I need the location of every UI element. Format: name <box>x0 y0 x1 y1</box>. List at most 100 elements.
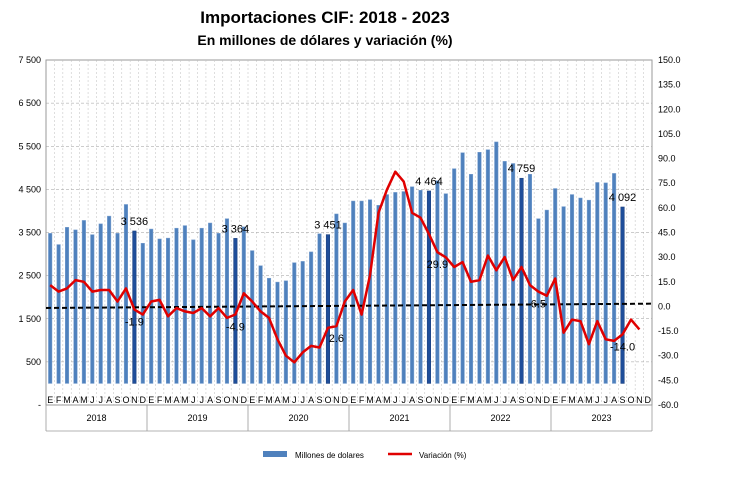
month-tick-label: M <box>181 395 189 405</box>
right-axis-tick-label: 45.0 <box>658 228 676 238</box>
month-tick-label: J <box>90 395 95 405</box>
bar <box>426 190 431 384</box>
month-tick-label: F <box>561 395 567 405</box>
bar <box>90 234 95 384</box>
month-tick-label: O <box>223 395 230 405</box>
variation-line <box>49 170 641 364</box>
month-tick-label: F <box>460 395 466 405</box>
month-tick-label: O <box>526 395 533 405</box>
bar <box>300 261 305 384</box>
month-tick-label: J <box>300 395 305 405</box>
bar <box>267 277 272 384</box>
month-tick-label: J <box>595 395 600 405</box>
bar <box>586 199 591 384</box>
month-tick-label: J <box>191 395 196 405</box>
left-axis-tick-label: 1 500 <box>18 314 41 324</box>
bar <box>384 194 389 384</box>
month-tick-label: J <box>494 395 499 405</box>
month-tick-label: E <box>552 395 558 405</box>
right-axis-tick-label: 15.0 <box>658 277 676 287</box>
month-tick-label: E <box>451 395 457 405</box>
year-label: 2023 <box>591 413 611 423</box>
bar <box>65 227 70 384</box>
month-tick-label: O <box>324 395 331 405</box>
month-tick-label: M <box>484 395 492 405</box>
month-tick-label: J <box>98 395 103 405</box>
month-tick-label: A <box>510 395 516 405</box>
bar-data-label: 4 759 <box>508 163 536 175</box>
month-tick-label: A <box>476 395 482 405</box>
month-tick-label: M <box>80 395 88 405</box>
month-tick-label: N <box>535 395 542 405</box>
variation-data-label: -1.9 <box>125 317 144 329</box>
month-tick-label: E <box>350 395 356 405</box>
bar <box>73 229 78 384</box>
chart-subtitle: En millones de dólares y variación (%) <box>197 32 453 48</box>
bar <box>410 186 415 384</box>
bar <box>435 180 440 384</box>
left-axis-tick-label: 2 500 <box>18 271 41 281</box>
bar <box>401 191 406 384</box>
bar <box>519 177 524 384</box>
right-axis-tick-label: 120.0 <box>658 104 681 114</box>
year-label: 2019 <box>187 413 207 423</box>
bar <box>485 149 490 384</box>
bar <box>182 225 187 384</box>
month-tick-label: M <box>282 395 290 405</box>
bar <box>157 238 162 384</box>
year-label: 2018 <box>86 413 106 423</box>
bar-data-label: 4 092 <box>609 192 637 204</box>
month-tick-label: N <box>434 395 441 405</box>
bar-data-label: 3 451 <box>314 220 342 232</box>
month-tick-label: M <box>467 395 475 405</box>
bar <box>325 234 330 384</box>
bar-data-label: 3 536 <box>121 216 149 228</box>
variation-data-label: -4.9 <box>226 321 245 333</box>
right-axis-tick-label: 150.0 <box>658 55 681 65</box>
month-tick-label: J <box>292 395 297 405</box>
variation-data-label: 6.5 <box>531 299 546 311</box>
left-axis-tick-label: 4 500 <box>18 184 41 194</box>
bar <box>81 220 86 384</box>
month-tick-label: F <box>56 395 62 405</box>
month-tick-label: F <box>157 395 163 405</box>
bar <box>443 193 448 384</box>
month-tick-label: J <box>393 395 398 405</box>
left-axis-tick-label: 6 500 <box>18 98 41 108</box>
month-tick-label: O <box>425 395 432 405</box>
month-tick-label: M <box>366 395 374 405</box>
month-tick-label: D <box>645 395 652 405</box>
bar <box>224 218 229 384</box>
month-tick-label: A <box>308 395 314 405</box>
month-tick-label: J <box>603 395 608 405</box>
left-axis-tick-label: 7 500 <box>18 55 41 65</box>
month-tick-label: M <box>383 395 391 405</box>
month-tick-label: N <box>636 395 643 405</box>
variation-data-label: 2.6 <box>329 333 344 345</box>
variation-data-label: -14.0 <box>610 341 635 353</box>
month-tick-label: S <box>216 395 222 405</box>
month-tick-label: D <box>241 395 248 405</box>
month-tick-label: A <box>409 395 415 405</box>
month-tick-label: S <box>418 395 424 405</box>
month-tick-label: M <box>164 395 172 405</box>
variation-data-label: 29.9 <box>427 259 448 271</box>
right-axis-tick-label: 135.0 <box>658 80 681 90</box>
bar <box>612 173 617 384</box>
month-tick-label: A <box>106 395 112 405</box>
right-axis-tick-label: -60.0 <box>658 400 679 410</box>
bar <box>368 199 373 384</box>
month-tick-label: S <box>317 395 323 405</box>
bar <box>502 161 507 384</box>
bar-data-label: 3 364 <box>222 223 250 235</box>
year-label: 2021 <box>389 413 409 423</box>
right-axis-tick-label: 60.0 <box>658 203 676 213</box>
bar <box>258 265 263 384</box>
bar <box>376 205 381 384</box>
bar <box>174 227 179 384</box>
right-axis-tick-label: -30.0 <box>658 351 679 361</box>
bar <box>309 251 314 384</box>
right-axis-tick-label: 105.0 <box>658 129 681 139</box>
month-tick-label: A <box>375 395 381 405</box>
